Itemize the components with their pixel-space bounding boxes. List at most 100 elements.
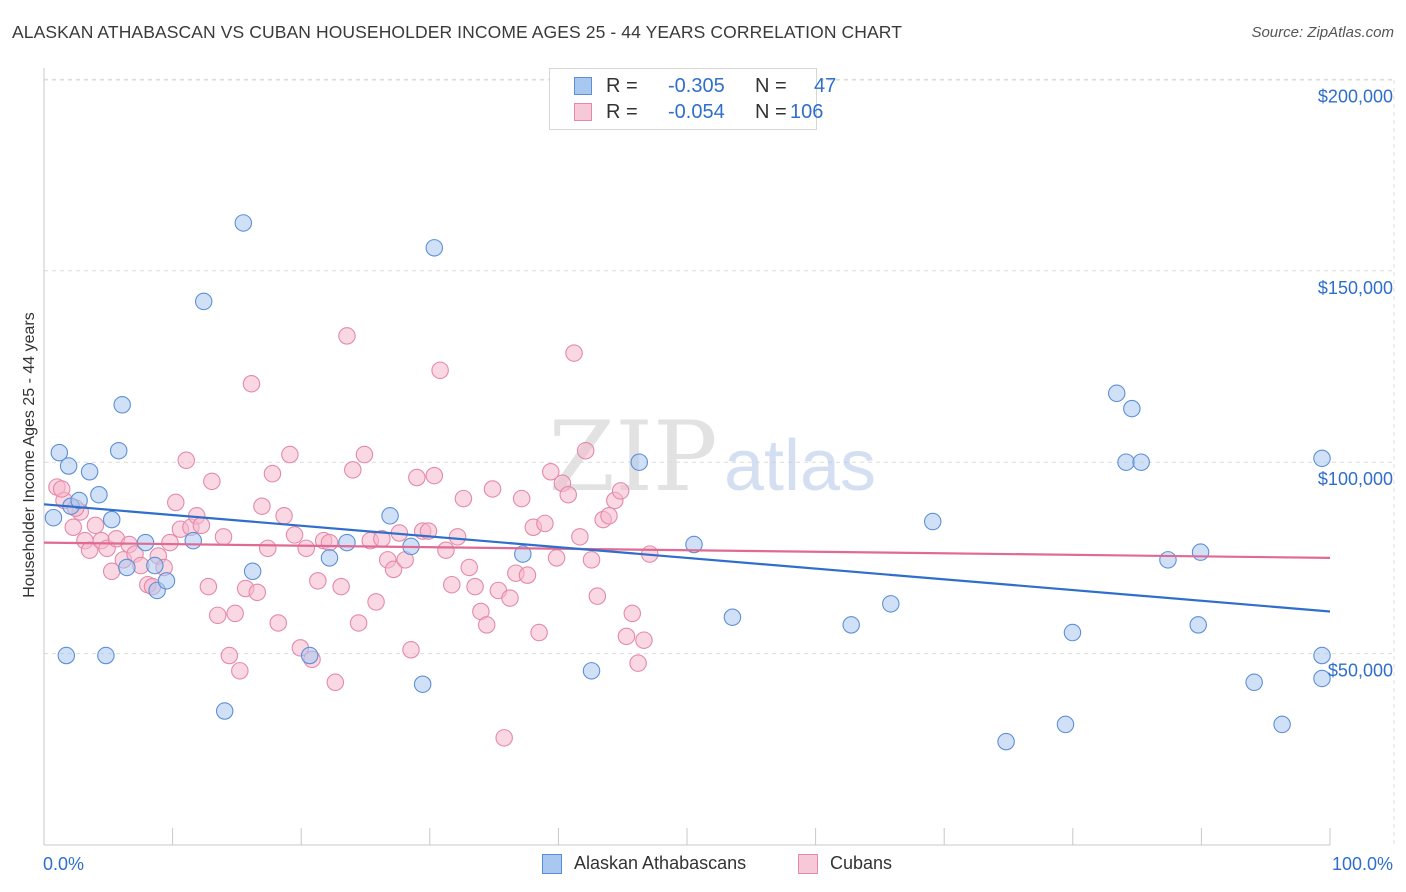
athabascan-point [136, 533, 155, 552]
y-tick-label: $150,000 [1318, 278, 1393, 298]
cuban-point [483, 480, 502, 498]
trend-layer [43, 503, 1331, 613]
athabascan-point [1313, 669, 1331, 688]
cuban-point [611, 482, 630, 500]
grid-layer [44, 78, 1395, 845]
athabascan-point [842, 616, 860, 634]
cuban-point [635, 631, 653, 649]
cuban-point [425, 466, 444, 485]
cuban-point [518, 566, 537, 584]
athabascan-point [1313, 449, 1331, 468]
athabascan-point [685, 535, 703, 554]
cuban-point [495, 729, 513, 747]
cuban-point [275, 507, 293, 525]
cuban-point [199, 577, 218, 596]
athabascan-point [70, 491, 88, 510]
cuban-point [338, 327, 356, 345]
tick-labels: $50,000 $100,000 $150,000 $200,000 0.0% 100.0… [43, 86, 1393, 874]
athabascan-point [1117, 453, 1135, 471]
series-name-athabascan: Alaskan Athabascans [574, 853, 747, 873]
athabascan-point [113, 396, 131, 414]
cuban-point [443, 575, 461, 594]
cuban-point [582, 551, 601, 569]
athabascan-point [1245, 673, 1263, 692]
axis-layer [43, 68, 1331, 846]
cuban-point [326, 673, 345, 692]
athabascan-point [425, 239, 444, 257]
athabascan-point [1123, 399, 1141, 418]
cuban-point [576, 441, 595, 460]
cuban-point [161, 533, 179, 552]
athabascan-point [102, 510, 121, 529]
cuban-point [588, 587, 607, 605]
cuban-point [309, 572, 327, 590]
y-tick-label: $50,000 [1328, 661, 1393, 681]
athabascan-point [381, 507, 399, 525]
athabascan-point [1159, 551, 1177, 569]
series-swatch-athabascan [542, 854, 562, 874]
athabascan-point [109, 441, 128, 460]
athabascan-point [582, 662, 601, 680]
cuban-point [477, 616, 496, 634]
legend-n-value: 106 [790, 101, 824, 123]
legend-n-label: N = [755, 75, 787, 97]
athabascan-point [118, 558, 136, 577]
cuban-point [355, 445, 374, 464]
cuban-point [332, 577, 350, 596]
legend-r-value: -0.305 [668, 75, 725, 97]
trend-line-cuban [43, 541, 1331, 559]
cuban-point [203, 472, 221, 491]
athabascan-point [1107, 384, 1126, 403]
trend-line-athabascan [43, 503, 1331, 613]
cuban-point [349, 614, 368, 632]
cuban-point [542, 463, 560, 481]
cuban-point [454, 489, 473, 508]
legend-n-label: N = [755, 101, 787, 123]
cuban-point [547, 549, 566, 567]
cuban-point [259, 539, 277, 558]
cuban-point [231, 662, 249, 680]
athabascan-point [59, 457, 78, 475]
series-name-cuban: Cubans [830, 853, 893, 873]
athabascan-point [234, 214, 253, 232]
cuban-point [248, 583, 267, 602]
athabascan-point [997, 732, 1015, 751]
watermark-atlas: atlas [724, 426, 876, 506]
cuban-point [297, 539, 315, 558]
athabascan-point [57, 646, 76, 665]
x-tick-label: 100.0% [1332, 854, 1393, 874]
athabascan-point [923, 512, 942, 531]
athabascan-point [1191, 543, 1210, 561]
cuban-point [214, 528, 233, 546]
athabascan-point [1063, 623, 1082, 642]
athabascan-point [146, 556, 164, 575]
athabascan-point [80, 463, 99, 481]
cuban-point [448, 528, 467, 546]
cuban-point [220, 646, 239, 665]
athabascan-point [1273, 715, 1291, 734]
cuban-point [431, 361, 449, 380]
y-tick-label: $200,000 [1318, 86, 1393, 106]
athabascan-point [184, 531, 202, 550]
athabascan-point [157, 572, 176, 590]
athabascan-point [44, 508, 63, 527]
legend-r-label: R = [606, 101, 638, 123]
cuban-point [384, 560, 403, 579]
cuban-point [177, 451, 196, 470]
cuban-point [536, 514, 554, 533]
cuban-point [559, 485, 577, 504]
cuban-point [64, 518, 83, 537]
source-credit: Source: ZipAtlas.com [1251, 24, 1394, 41]
cuban-point [501, 589, 519, 607]
points-layer [44, 214, 1331, 751]
cuban-point [512, 489, 531, 508]
cuban-point [565, 344, 583, 362]
athabascan-point [90, 485, 108, 504]
cuban-point [437, 541, 455, 559]
athabascan-point [882, 595, 900, 613]
athabascan-point [215, 702, 234, 720]
legend-swatch-cuban [574, 103, 592, 121]
cuban-point [617, 627, 636, 646]
cuban-point [52, 480, 71, 498]
